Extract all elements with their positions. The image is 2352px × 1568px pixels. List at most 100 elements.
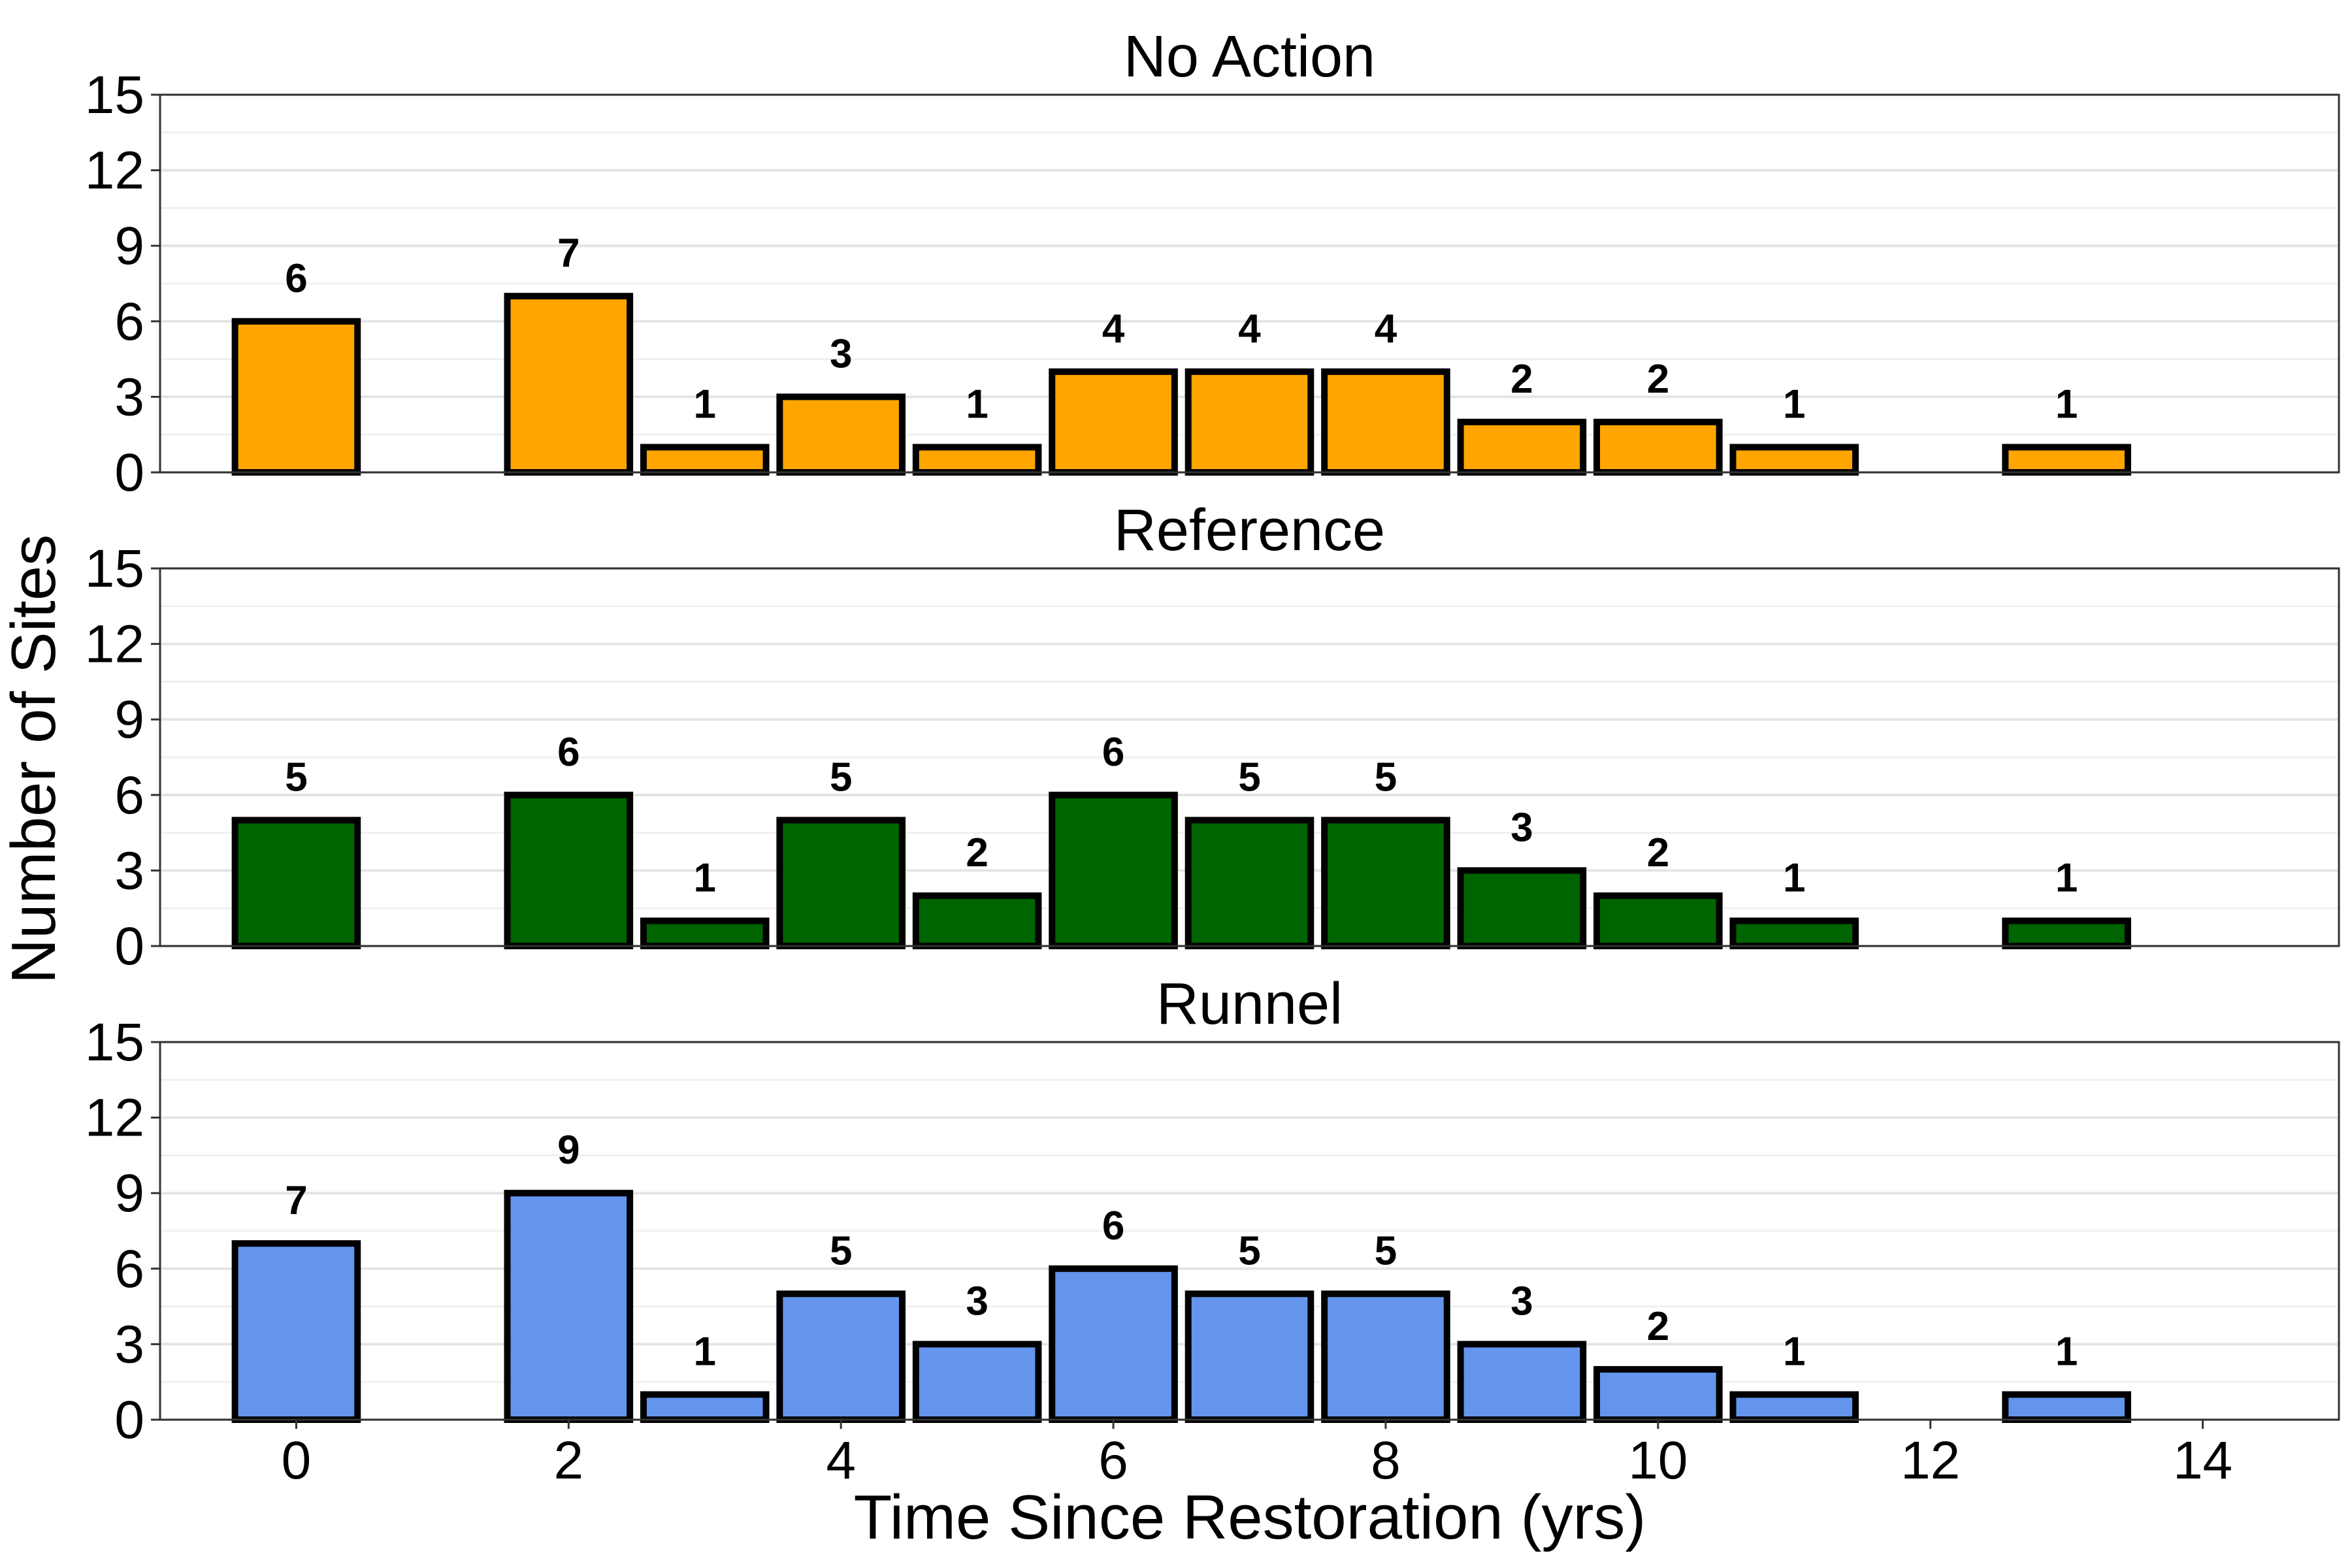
- y-tick-label: 9: [114, 690, 144, 749]
- data-label: 5: [830, 1228, 852, 1273]
- data-label: 6: [1102, 1203, 1124, 1249]
- y-tick-label: 15: [85, 539, 144, 598]
- y-tick-label: 0: [114, 1390, 144, 1450]
- bar: [1457, 867, 1587, 950]
- data-label: 7: [285, 1178, 307, 1223]
- data-label: 5: [1375, 755, 1397, 800]
- bar: [2002, 1391, 2131, 1423]
- bar: [2002, 917, 2131, 950]
- panel-border: [159, 93, 2340, 474]
- y-tick-label: 15: [85, 65, 144, 125]
- x-tick-label: 10: [1628, 1431, 1688, 1490]
- data-label: 5: [830, 755, 852, 800]
- panel-border: [159, 567, 2340, 947]
- bar: [1049, 791, 1178, 950]
- y-tick-label: 12: [85, 141, 144, 201]
- y-tick-label: 0: [114, 917, 144, 976]
- data-label: 1: [2055, 855, 2078, 900]
- bar: [640, 1391, 770, 1423]
- bar: [1593, 418, 1723, 476]
- x-tick-label: 0: [282, 1431, 312, 1490]
- y-tick-label: 6: [114, 1239, 144, 1299]
- data-label: 6: [557, 730, 580, 775]
- bar: [912, 1341, 1042, 1423]
- bar: [1049, 1265, 1178, 1424]
- bar: [231, 1240, 361, 1424]
- data-label: 5: [1238, 1228, 1260, 1273]
- data-label: 1: [1783, 1329, 1805, 1374]
- data-label: 2: [966, 830, 988, 875]
- y-tick-label: 12: [85, 615, 144, 674]
- data-label: 4: [1375, 306, 1397, 351]
- y-tick-label: 3: [114, 367, 144, 427]
- bar: [776, 393, 906, 476]
- x-tick-label: 2: [554, 1431, 584, 1490]
- data-label: 6: [285, 256, 307, 301]
- data-label: 6: [1102, 730, 1124, 775]
- y-tick-label: 3: [114, 841, 144, 900]
- data-label: 3: [966, 1279, 988, 1324]
- bar: [231, 817, 361, 950]
- data-label: 1: [1783, 382, 1805, 427]
- y-tick-label: 3: [114, 1315, 144, 1374]
- bar: [1729, 444, 1859, 476]
- data-label: 5: [1375, 1228, 1397, 1273]
- data-label: 1: [694, 1329, 716, 1374]
- bar: [1321, 368, 1450, 476]
- bar: [1593, 1365, 1723, 1424]
- data-label: 1: [966, 382, 988, 427]
- bar: [504, 293, 634, 476]
- y-tick-label: 6: [114, 766, 144, 825]
- bar: [1049, 368, 1178, 476]
- y-axis-title: Number of Sites: [0, 534, 69, 984]
- data-label: 4: [1102, 306, 1125, 351]
- panel-no-action: 6 7 1 3 1 4 4 4 2 2 1 1 0 3 6 9 12 15 No Action: [85, 24, 2340, 502]
- bar: [2002, 444, 2131, 476]
- bar: [912, 444, 1042, 476]
- panel-title: No Action: [1124, 24, 1375, 90]
- data-label: 5: [285, 755, 307, 800]
- data-label: 9: [557, 1128, 580, 1173]
- bar: [640, 917, 770, 950]
- y-tick-label: 9: [114, 216, 144, 276]
- bar: [1321, 817, 1450, 950]
- data-label: 3: [1511, 1279, 1533, 1324]
- x-tick-label: 14: [2173, 1431, 2232, 1490]
- data-label: 2: [1511, 357, 1533, 402]
- bar: [231, 318, 361, 476]
- data-label: 2: [1647, 1304, 1669, 1349]
- data-label: 2: [1647, 357, 1669, 402]
- panel-border: [159, 1041, 2340, 1421]
- bar: [912, 892, 1042, 950]
- bar: [504, 791, 634, 950]
- bar: [776, 1290, 906, 1424]
- x-tick-label: 4: [826, 1431, 856, 1490]
- data-label: 1: [2055, 1329, 2078, 1374]
- bar: [1729, 917, 1859, 950]
- y-tick-label: 6: [114, 292, 144, 351]
- data-label: 1: [694, 382, 716, 427]
- y-tick-label: 0: [114, 443, 144, 502]
- bar: [1321, 1290, 1450, 1424]
- x-tick-label: 8: [1371, 1431, 1401, 1490]
- x-axis-title: Time Since Restoration (yrs): [854, 1482, 1646, 1552]
- panel-title: Reference: [1114, 498, 1385, 563]
- data-label: 2: [1647, 830, 1669, 875]
- bar: [1184, 1290, 1315, 1424]
- panel-title: Runnel: [1156, 972, 1343, 1037]
- bar: [1729, 1391, 1859, 1423]
- bar: [776, 817, 906, 950]
- y-tick-label: 12: [85, 1088, 144, 1148]
- data-label: 1: [1783, 855, 1805, 900]
- bar: [504, 1190, 634, 1423]
- data-label: 5: [1238, 755, 1260, 800]
- data-label: 3: [830, 331, 852, 376]
- bar: [1457, 1341, 1587, 1423]
- data-label: 3: [1511, 805, 1533, 850]
- y-tick-label: 15: [85, 1013, 144, 1072]
- bar: [640, 444, 770, 476]
- data-label: 1: [694, 855, 716, 900]
- x-tick-label: 12: [1901, 1431, 1960, 1490]
